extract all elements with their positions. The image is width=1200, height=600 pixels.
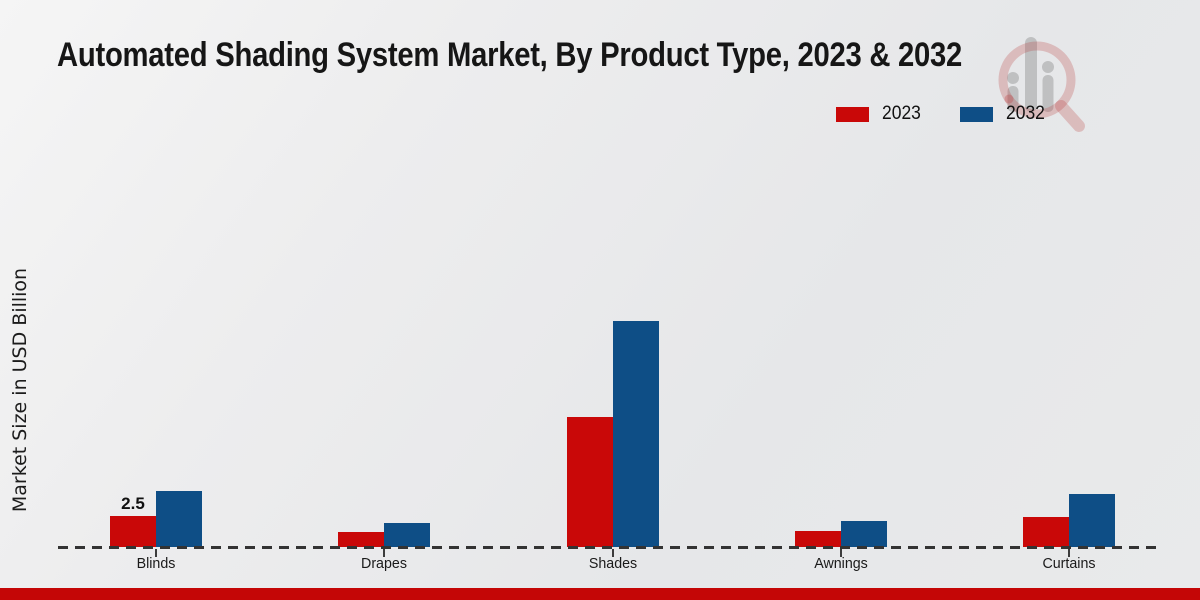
y-axis-label: Market Size in USD Billion	[9, 267, 31, 513]
bar-awnings-2032	[841, 521, 887, 547]
x-axis-tick-drapes	[383, 549, 385, 557]
chart-title: Automated Shading System Market, By Prod…	[57, 36, 963, 74]
x-axis-tick-awnings	[840, 549, 842, 557]
bar-drapes-2032	[384, 523, 430, 547]
x-axis-baseline	[58, 546, 1158, 549]
bar-drapes-2023	[338, 532, 384, 547]
category-label-drapes: Drapes	[361, 555, 407, 572]
legend-swatch-2023-icon	[836, 106, 869, 122]
watermark-logo-icon	[998, 37, 1085, 132]
legend: 2023 2032	[836, 103, 1049, 125]
category-label-shades: Shades	[588, 555, 638, 572]
bar-blinds-2032	[156, 491, 202, 547]
bar-awnings-2023	[795, 531, 841, 547]
bar-shades-2032	[613, 321, 659, 547]
footer-accent-bar	[0, 588, 1200, 600]
category-label-blinds: Blinds	[136, 555, 176, 572]
x-axis-tick-blinds	[155, 549, 157, 557]
bar-curtains-2023	[1023, 517, 1069, 547]
bar-blinds-2023	[110, 516, 156, 547]
bar-value-label: 2.5	[121, 494, 145, 513]
bar-shades-2023	[567, 417, 613, 547]
bar-curtains-2032	[1069, 494, 1115, 547]
legend-label-2023: 2023	[882, 103, 921, 124]
legend-label-2032: 2032	[1006, 103, 1046, 124]
category-label-awnings: Awnings	[814, 555, 868, 572]
x-axis-tick-shades	[612, 549, 614, 557]
legend-item-2023: 2023	[836, 103, 924, 125]
category-label-curtains: Curtains	[1042, 555, 1096, 572]
legend-swatch-2032-icon	[960, 106, 994, 122]
legend-item-2032: 2032	[960, 103, 1048, 125]
x-axis-tick-curtains	[1068, 549, 1070, 557]
